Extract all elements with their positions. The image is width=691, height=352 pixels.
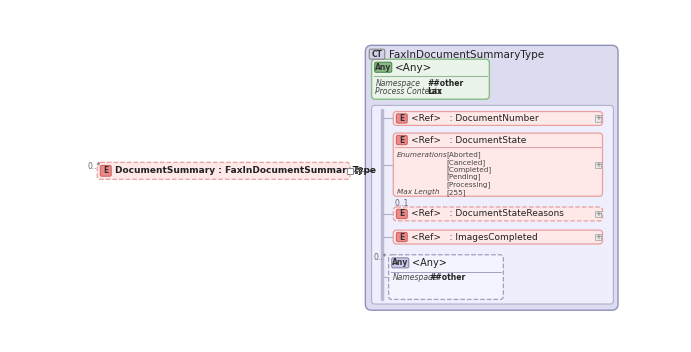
Text: +: + (595, 211, 600, 217)
Text: ##other: ##other (430, 274, 466, 282)
FancyBboxPatch shape (369, 49, 385, 59)
Text: +: + (595, 115, 600, 121)
Bar (355, 167, 359, 170)
Text: [Aborted]: [Aborted] (446, 152, 481, 158)
FancyBboxPatch shape (393, 207, 603, 221)
Text: <Ref>   : DocumentState: <Ref> : DocumentState (411, 136, 527, 145)
Bar (595, 115, 601, 121)
Text: +: + (595, 234, 600, 240)
Text: Max Length: Max Length (397, 189, 439, 195)
Bar (595, 211, 601, 217)
Text: E: E (103, 166, 108, 175)
FancyBboxPatch shape (372, 105, 614, 304)
FancyBboxPatch shape (375, 62, 392, 72)
Text: 0..1: 0..1 (395, 200, 409, 208)
FancyBboxPatch shape (397, 136, 407, 145)
Text: 0..*: 0..* (88, 162, 102, 171)
FancyBboxPatch shape (393, 133, 603, 196)
FancyBboxPatch shape (100, 165, 111, 176)
Text: E: E (399, 233, 404, 241)
Bar (347, 168, 352, 174)
FancyBboxPatch shape (393, 112, 603, 125)
Text: <Any>: <Any> (395, 63, 432, 73)
Text: Any: Any (375, 63, 391, 72)
Bar (595, 162, 601, 168)
FancyBboxPatch shape (397, 209, 407, 219)
Text: <Ref>   : ImagesCompleted: <Ref> : ImagesCompleted (411, 233, 538, 241)
Text: Namespace: Namespace (375, 78, 420, 88)
Text: Any: Any (392, 258, 408, 268)
Text: [Completed]: [Completed] (446, 166, 491, 173)
FancyBboxPatch shape (393, 230, 603, 244)
Text: Lax: Lax (427, 87, 442, 96)
Bar (595, 234, 601, 240)
Text: [Pending]: [Pending] (446, 174, 480, 180)
Text: 0..*: 0..* (373, 253, 387, 262)
FancyBboxPatch shape (397, 232, 407, 242)
Text: Namespace: Namespace (392, 274, 437, 282)
Text: E: E (399, 114, 404, 123)
Text: CT: CT (372, 50, 383, 59)
Text: <Any>: <Any> (412, 258, 447, 268)
FancyBboxPatch shape (372, 59, 489, 99)
Text: [255]: [255] (446, 189, 466, 196)
FancyBboxPatch shape (392, 258, 409, 268)
Text: Enumerations: Enumerations (397, 152, 448, 158)
Bar (359, 167, 362, 170)
FancyBboxPatch shape (366, 45, 618, 310)
FancyBboxPatch shape (397, 114, 407, 123)
FancyBboxPatch shape (97, 162, 350, 179)
Bar (355, 171, 359, 174)
Text: +: + (595, 162, 600, 168)
Text: Process Contents: Process Contents (375, 87, 442, 96)
Text: [Canceled]: [Canceled] (446, 159, 485, 166)
Bar (359, 171, 362, 174)
FancyBboxPatch shape (388, 255, 503, 300)
Text: E: E (399, 136, 404, 145)
Text: E: E (399, 209, 404, 219)
Text: <Ref>   : DocumentNumber: <Ref> : DocumentNumber (411, 114, 539, 123)
Text: <Ref>   : DocumentStateReasons: <Ref> : DocumentStateReasons (411, 209, 564, 219)
Text: DocumentSummary : FaxInDocumentSummaryType: DocumentSummary : FaxInDocumentSummaryTy… (115, 166, 376, 175)
Text: FaxInDocumentSummaryType: FaxInDocumentSummaryType (388, 50, 544, 59)
Text: ##other: ##other (427, 78, 464, 88)
Text: [Processing]: [Processing] (446, 181, 490, 188)
